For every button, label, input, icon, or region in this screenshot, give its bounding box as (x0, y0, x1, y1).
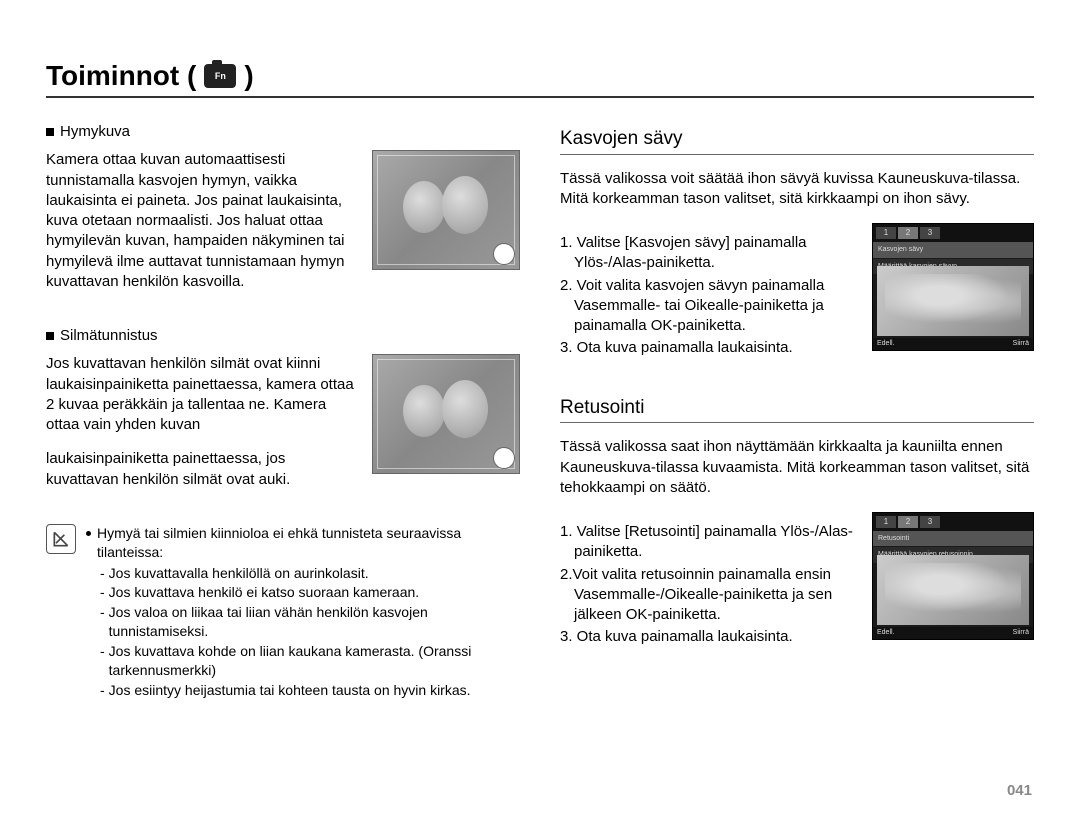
menu-move-label: Siirrä (1013, 339, 1029, 348)
step: 3. Ota kuva painamalla laukaisinta. (560, 627, 858, 647)
camera-fn-icon: Fn (204, 64, 236, 88)
hymykuva-text: Kamera ottaa kuvan automaattisesti tunni… (46, 150, 360, 292)
note-bullet: Hymyä tai silmien kiinnioloa ei ehkä tun… (97, 524, 520, 562)
square-bullet-icon (46, 332, 54, 340)
retusointi-title: Retusointi (560, 395, 1034, 424)
step: 1. Valitse [Retusointi] painamalla Ylös-… (560, 522, 858, 563)
menu-item: Kasvojen sävy (873, 242, 1033, 257)
step: 3. Ota kuva painamalla laukaisinta. (560, 338, 858, 358)
silma-text-1: Jos kuvattavan henkilön silmät ovat kiin… (46, 354, 360, 435)
menu-preview-image (877, 266, 1029, 336)
menu-back-label: Edell. (877, 628, 895, 637)
title-text: Toiminnot ( (46, 60, 196, 92)
right-column: Kasvojen sävy Tässä valikossa voit säätä… (560, 122, 1034, 701)
note-icon (46, 524, 76, 554)
smile-icon (493, 243, 515, 265)
sample-photo-blink (372, 354, 520, 474)
note-item: Jos kuvattavalla henkilöllä on aurinkola… (109, 564, 369, 583)
menu-back-label: Edell. (877, 339, 895, 348)
section-silmatunnistus-label: Silmätunnistus (46, 326, 520, 346)
blink-icon (493, 447, 515, 469)
silma-text-2: laukaisinpainiketta painettaessa, jos ku… (46, 449, 360, 490)
menu-move-label: Siirrä (1013, 628, 1029, 637)
menu-tab: 3 (920, 516, 940, 528)
menu-tab: 2 (898, 227, 918, 239)
menu-tab: 3 (920, 227, 940, 239)
square-bullet-icon (46, 128, 54, 136)
title-close: ) (244, 60, 253, 92)
kasvojen-savy-intro: Tässä valikossa voit säätää ihon sävyä k… (560, 169, 1034, 210)
note-item: Jos valoa on liikaa tai liian vähän henk… (109, 603, 520, 641)
sample-photo-smile (372, 150, 520, 270)
page-title: Toiminnot ( Fn ) (46, 60, 1034, 98)
note-item: Jos kuvattava kohde on liian kaukana kam… (109, 642, 520, 680)
left-column: Hymykuva Kamera ottaa kuvan automaattise… (46, 122, 520, 701)
kasvojen-savy-steps: 1. Valitse [Kasvojen sävy] painamalla Yl… (560, 233, 858, 361)
menu-screenshot-retouch: 1 2 3 Retusointi Määrittää kasvojen retu… (872, 512, 1034, 640)
menu-tab: 2 (898, 516, 918, 528)
section-hymykuva-label: Hymykuva (46, 122, 520, 142)
note-item: Jos esiintyy heijastumia tai kohteen tau… (109, 681, 471, 700)
step: 2. Voit valita kasvojen sävyn painamalla… (560, 276, 858, 337)
note-box: Hymyä tai silmien kiinnioloa ei ehkä tun… (46, 524, 520, 701)
note-item: Jos kuvattava henkilö ei katso suoraan k… (109, 583, 420, 602)
retusointi-steps: 1. Valitse [Retusointi] painamalla Ylös-… (560, 522, 858, 650)
step: 2.Voit valita retusoinnin painamalla ens… (560, 565, 858, 626)
menu-tab: 1 (876, 516, 896, 528)
menu-screenshot-face-tone: 1 2 3 Kasvojen sävy Määrittää kasvojen s… (872, 223, 1034, 351)
kasvojen-savy-title: Kasvojen sävy (560, 126, 1034, 155)
menu-item: Retusointi (873, 531, 1033, 546)
page-number: 041 (1007, 782, 1032, 799)
step: 1. Valitse [Kasvojen sävy] painamalla Yl… (560, 233, 858, 274)
menu-preview-image (877, 555, 1029, 625)
retusointi-intro: Tässä valikossa saat ihon näyttämään kir… (560, 437, 1034, 498)
menu-tab: 1 (876, 227, 896, 239)
